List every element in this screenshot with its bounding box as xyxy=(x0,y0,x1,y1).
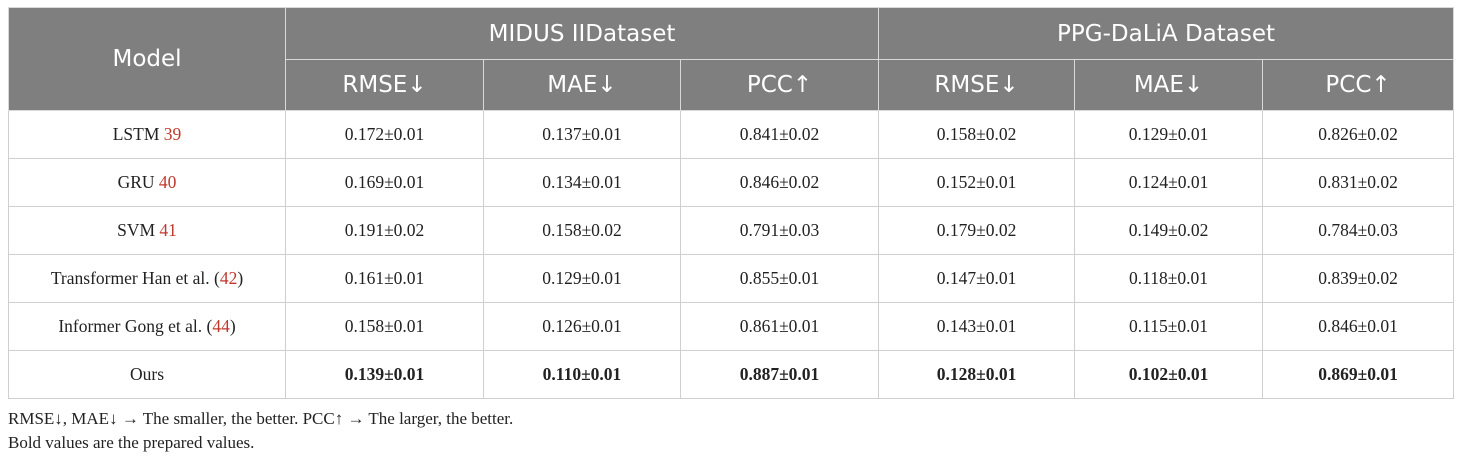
header-metric-rmse: RMSE↓ xyxy=(285,59,484,111)
value-cell: 0.855±0.01 xyxy=(679,254,880,303)
value-cell: 0.158±0.02 xyxy=(483,206,681,255)
value-cell: 0.126±0.01 xyxy=(483,302,681,351)
value-cell: 0.784±0.03 xyxy=(1262,206,1455,255)
header-group-midus: MIDUS IIDataset xyxy=(284,7,880,60)
value-cell: 0.158±0.02 xyxy=(878,110,1076,159)
value-cell: 0.161±0.01 xyxy=(285,254,484,303)
model-name: SVM xyxy=(117,220,160,240)
value-cell-bold: 0.887±0.01 xyxy=(679,350,880,399)
value-cell: 0.118±0.01 xyxy=(1074,254,1264,303)
header-row-groups: Model MIDUS IIDataset PPG-DaLiA Dataset xyxy=(8,7,1455,111)
model-name: Informer Gong et al. ( xyxy=(58,316,213,336)
table-row: SVM 41 0.191±0.02 0.158±0.02 0.791±0.03 … xyxy=(8,206,1455,255)
model-name-cell: Ours xyxy=(8,350,286,399)
results-table-container: Model MIDUS IIDataset PPG-DaLiA Dataset … xyxy=(8,7,1455,455)
value-cell: 0.129±0.01 xyxy=(483,254,681,303)
model-name: LSTM xyxy=(112,124,164,144)
header-metric-pcc: PCC↑ xyxy=(679,59,880,111)
value-cell: 0.861±0.01 xyxy=(679,302,880,351)
value-cell: 0.191±0.02 xyxy=(285,206,484,255)
value-cell: 0.169±0.01 xyxy=(285,158,484,207)
citation-link[interactable]: 41 xyxy=(159,220,177,240)
table-row: Informer Gong et al. (44) 0.158±0.01 0.1… xyxy=(8,302,1455,351)
value-cell: 0.841±0.02 xyxy=(679,110,880,159)
value-cell: 0.791±0.03 xyxy=(679,206,880,255)
value-cell: 0.152±0.01 xyxy=(878,158,1076,207)
value-cell-bold: 0.110±0.01 xyxy=(483,350,681,399)
model-name-cell: SVM 41 xyxy=(8,206,286,255)
value-cell-bold: 0.869±0.01 xyxy=(1262,350,1455,399)
value-cell-bold: 0.139±0.01 xyxy=(285,350,484,399)
value-cell: 0.137±0.01 xyxy=(483,110,681,159)
footnote-bold: Bold values are the prepared values. xyxy=(8,433,255,452)
model-name: GRU xyxy=(117,172,159,192)
citation-link[interactable]: 40 xyxy=(158,172,177,192)
header-metric-mae: MAE↓ xyxy=(483,59,681,111)
results-table: Model MIDUS IIDataset PPG-DaLiA Dataset … xyxy=(8,7,1455,399)
value-cell: 0.143±0.01 xyxy=(878,302,1076,351)
value-cell: 0.158±0.01 xyxy=(285,302,484,351)
citation-suffix: ) xyxy=(229,316,236,336)
value-cell: 0.147±0.01 xyxy=(878,254,1076,303)
value-cell-bold: 0.102±0.01 xyxy=(1074,350,1264,399)
value-cell: 0.846±0.01 xyxy=(1262,302,1455,351)
model-name: Transformer Han et al. ( xyxy=(50,268,220,288)
model-name-cell: GRU 40 xyxy=(8,158,286,207)
header-metric-pcc: PCC↑ xyxy=(1262,59,1455,111)
footnote-metrics: RMSE↓, MAE↓ → The smaller, the better. P… xyxy=(8,409,514,428)
value-cell: 0.134±0.01 xyxy=(483,158,681,207)
table-row: LSTM 39 0.172±0.01 0.137±0.01 0.841±0.02… xyxy=(8,110,1455,159)
value-cell: 0.179±0.02 xyxy=(878,206,1076,255)
header-metric-mae: MAE↓ xyxy=(1074,59,1264,111)
header-row-metrics: RMSE↓ MAE↓ PCC↑ RMSE↓ MAE↓ PCC↑ xyxy=(9,59,1455,111)
value-cell: 0.172±0.01 xyxy=(285,110,484,159)
table-row: Transformer Han et al. (42) 0.161±0.01 0… xyxy=(8,254,1455,303)
table-row-ours: Ours 0.139±0.01 0.110±0.01 0.887±0.01 0.… xyxy=(8,350,1455,399)
table-row: GRU 40 0.169±0.01 0.134±0.01 0.846±0.02 … xyxy=(8,158,1455,207)
citation-link[interactable]: 42 xyxy=(219,268,238,288)
citation-suffix: ) xyxy=(237,268,244,288)
value-cell-bold: 0.128±0.01 xyxy=(878,350,1076,399)
citation-link[interactable]: 39 xyxy=(163,124,182,144)
value-cell: 0.826±0.02 xyxy=(1262,110,1455,159)
value-cell: 0.831±0.02 xyxy=(1262,158,1455,207)
value-cell: 0.115±0.01 xyxy=(1074,302,1264,351)
header-group-ppg-dalia: PPG-DaLiA Dataset xyxy=(878,7,1455,60)
model-name-cell: Transformer Han et al. (42) xyxy=(8,254,286,303)
header-model: Model xyxy=(8,7,286,111)
value-cell: 0.149±0.02 xyxy=(1074,206,1264,255)
model-name-cell: Informer Gong et al. (44) xyxy=(8,302,286,351)
citation-link[interactable]: 44 xyxy=(212,316,230,336)
value-cell: 0.846±0.02 xyxy=(679,158,880,207)
value-cell: 0.839±0.02 xyxy=(1262,254,1455,303)
header-metric-rmse: RMSE↓ xyxy=(878,59,1076,111)
table-footnotes: RMSE↓, MAE↓ → The smaller, the better. P… xyxy=(8,407,1453,455)
value-cell: 0.124±0.01 xyxy=(1074,158,1264,207)
value-cell: 0.129±0.01 xyxy=(1074,110,1264,159)
model-name: Ours xyxy=(129,364,165,384)
model-name-cell: LSTM 39 xyxy=(8,110,286,159)
